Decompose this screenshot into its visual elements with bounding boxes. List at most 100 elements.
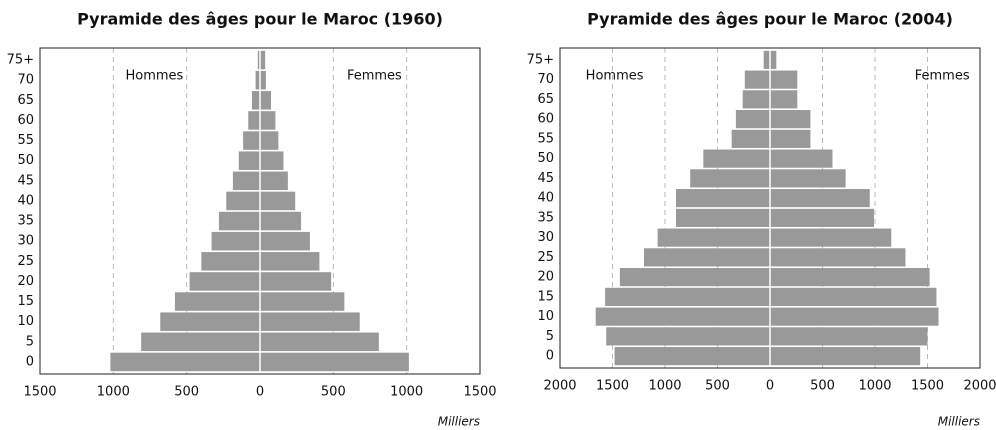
bar <box>260 272 332 291</box>
y-tick-label: 50 <box>17 153 34 168</box>
bar <box>770 287 937 306</box>
y-tick-label: 75+ <box>527 52 554 67</box>
bar <box>260 231 310 251</box>
y-tick-label: 35 <box>17 214 34 229</box>
bar <box>260 352 409 372</box>
bar <box>260 292 345 311</box>
x-tick-label: 1000 <box>390 385 423 400</box>
y-tick-label: 40 <box>537 191 554 206</box>
bar <box>238 151 260 170</box>
bar <box>735 110 770 129</box>
legend-label: Femmes <box>347 69 402 84</box>
x-axis-label: Milliers <box>938 415 980 429</box>
y-tick-label: 50 <box>537 151 554 166</box>
y-tick-label: 45 <box>17 173 34 188</box>
y-tick-label: 20 <box>537 270 554 285</box>
x-tick-label: 500 <box>321 385 346 400</box>
x-tick-label: 1500 <box>463 385 496 400</box>
y-tick-label: 60 <box>537 112 554 127</box>
y-tick-label: 5 <box>26 334 34 349</box>
bar <box>260 332 379 352</box>
bar <box>770 129 811 148</box>
bar <box>703 149 770 168</box>
bar <box>260 191 296 211</box>
bar <box>657 228 770 247</box>
y-tick-label: 55 <box>17 133 34 148</box>
plot-frame <box>559 47 981 369</box>
bar <box>260 211 302 231</box>
bar <box>763 50 770 69</box>
legend-label: Femmes <box>915 69 970 84</box>
x-tick-label: 500 <box>810 379 835 394</box>
x-axis-label: Milliers <box>438 415 480 429</box>
bar <box>731 129 770 148</box>
bar <box>770 110 811 129</box>
legend-label: Hommes <box>125 69 183 84</box>
bar <box>255 70 260 90</box>
bar <box>770 307 939 326</box>
y-tick-label: 25 <box>537 250 554 265</box>
chart-title: Pyramide des âges pour le Maroc (2004) <box>587 10 953 29</box>
x-tick-label: 1500 <box>596 379 629 394</box>
bar <box>742 90 770 109</box>
y-tick-label: 0 <box>546 349 554 364</box>
bar <box>248 111 260 130</box>
bar <box>110 352 261 372</box>
bar <box>644 248 770 267</box>
y-tick-label: 45 <box>537 171 554 186</box>
x-tick-label: 0 <box>256 385 264 400</box>
y-tick-label: 65 <box>17 93 34 108</box>
y-tick-label: 70 <box>537 72 554 87</box>
bar <box>770 90 798 109</box>
y-tick-label: 20 <box>17 274 34 289</box>
x-tick-label: 1000 <box>648 379 681 394</box>
plot-frame <box>39 47 481 375</box>
bar <box>770 189 870 208</box>
bar <box>226 191 260 211</box>
bar <box>676 208 770 227</box>
bar <box>606 327 770 346</box>
y-tick-label: 30 <box>537 230 554 245</box>
y-tick-label: 60 <box>17 113 34 128</box>
bar <box>770 208 874 227</box>
bar <box>141 332 260 352</box>
bar <box>201 252 260 271</box>
bar <box>232 171 260 191</box>
bar <box>676 189 770 208</box>
x-tick-label: 500 <box>174 385 199 400</box>
bar <box>243 131 260 150</box>
x-tick-label: 2000 <box>543 379 576 394</box>
bar <box>770 149 833 168</box>
bar <box>257 50 260 70</box>
bar <box>770 50 777 69</box>
y-tick-label: 0 <box>26 354 34 369</box>
bar <box>260 91 271 110</box>
bar <box>744 70 770 89</box>
y-tick-label: 15 <box>537 289 554 304</box>
y-tick-label: 40 <box>17 193 34 208</box>
bar <box>260 171 288 191</box>
y-tick-label: 35 <box>537 210 554 225</box>
bar <box>174 292 260 311</box>
bar <box>251 91 260 110</box>
x-tick-label: 1500 <box>23 385 56 400</box>
bar <box>690 169 770 188</box>
bar <box>160 312 260 331</box>
bar <box>619 268 770 287</box>
bar <box>770 228 892 247</box>
bar <box>770 70 798 89</box>
bar <box>218 211 260 231</box>
x-tick-label: 1000 <box>858 379 891 394</box>
bar <box>260 70 266 90</box>
bar <box>260 252 320 271</box>
x-tick-label: 1000 <box>97 385 130 400</box>
y-tick-label: 65 <box>537 92 554 107</box>
bar <box>260 151 284 170</box>
legend-label: Hommes <box>586 69 644 84</box>
x-tick-label: 1500 <box>911 379 944 394</box>
bar <box>260 312 360 331</box>
y-tick-label: 75+ <box>7 53 34 68</box>
bar <box>260 111 276 130</box>
bar <box>211 231 260 251</box>
x-tick-label: 2000 <box>963 379 996 394</box>
